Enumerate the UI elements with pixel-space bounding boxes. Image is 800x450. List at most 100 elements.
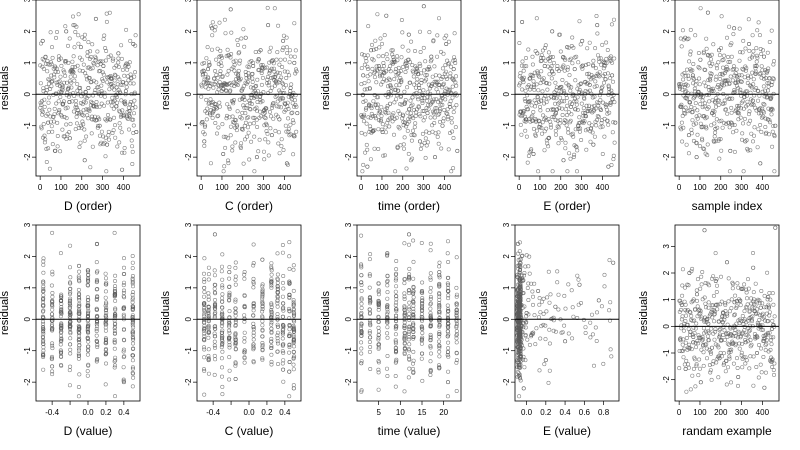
scatter-point bbox=[567, 84, 572, 89]
scatter-point bbox=[407, 348, 412, 353]
scatter-point bbox=[588, 320, 593, 325]
scatter-point bbox=[563, 57, 568, 62]
scatter-point bbox=[377, 74, 382, 79]
scatter-point bbox=[526, 264, 531, 269]
scatter-point bbox=[571, 134, 576, 139]
scatter-point bbox=[121, 327, 126, 332]
scatter-point bbox=[112, 78, 117, 83]
scatter-point bbox=[450, 95, 455, 100]
scatter-point bbox=[384, 111, 389, 116]
scatter-point bbox=[687, 345, 692, 350]
scatter-point bbox=[761, 54, 766, 59]
scatter-point bbox=[420, 335, 425, 340]
scatter-point bbox=[736, 105, 741, 110]
scatter-point bbox=[277, 151, 282, 156]
scatter-point bbox=[361, 119, 366, 124]
scatter-point bbox=[221, 169, 226, 174]
scatter-point bbox=[378, 36, 383, 41]
scatter-point bbox=[75, 121, 80, 126]
scatter-point bbox=[256, 149, 261, 154]
scatter-point bbox=[44, 160, 49, 165]
scatter-point bbox=[760, 89, 765, 94]
scatter-point bbox=[227, 345, 232, 350]
scatter-point bbox=[696, 333, 701, 338]
scatter-point bbox=[702, 295, 707, 300]
scatter-point bbox=[368, 252, 373, 257]
scatter-point bbox=[704, 92, 709, 97]
scatter-point bbox=[359, 273, 364, 278]
scatter-point bbox=[269, 317, 274, 322]
scatter-point bbox=[281, 38, 286, 43]
scatter-point bbox=[681, 355, 686, 360]
scatter-point bbox=[78, 89, 83, 94]
scatter-point bbox=[531, 79, 536, 84]
scatter-point bbox=[399, 55, 404, 60]
scatter-point bbox=[542, 148, 547, 153]
scatter-point bbox=[269, 264, 274, 269]
scatter-point bbox=[113, 278, 118, 283]
scatter-point bbox=[580, 38, 585, 43]
scatter-point bbox=[517, 276, 522, 281]
scatter-point bbox=[107, 137, 112, 142]
scatter-point bbox=[754, 364, 759, 369]
scatter-point bbox=[381, 64, 386, 69]
scatter-point bbox=[269, 66, 274, 71]
x-axis-label: C (value) bbox=[225, 424, 274, 438]
scatter-point bbox=[94, 333, 99, 338]
scatter-point bbox=[210, 33, 215, 38]
scatter-point bbox=[583, 89, 588, 94]
scatter-point bbox=[279, 75, 284, 80]
scatter-point bbox=[74, 105, 79, 110]
scatter-point bbox=[365, 67, 370, 72]
scatter-point bbox=[104, 300, 109, 305]
scatter-point bbox=[589, 104, 594, 109]
scatter-point bbox=[534, 101, 539, 106]
scatter-point bbox=[202, 139, 207, 144]
scatter-point bbox=[392, 77, 397, 82]
scatter-point bbox=[218, 72, 223, 77]
scatter-point bbox=[399, 79, 404, 84]
scatter-point bbox=[709, 276, 714, 281]
scatter-point bbox=[547, 59, 552, 64]
scatter-point bbox=[700, 269, 705, 274]
scatter-point bbox=[437, 311, 442, 316]
scatter-point bbox=[68, 309, 73, 314]
scatter-point bbox=[763, 125, 768, 130]
scatter-point bbox=[704, 342, 709, 347]
scatter-point bbox=[565, 103, 570, 108]
y-tick-label: -2 bbox=[23, 378, 32, 386]
scatter-point bbox=[428, 372, 433, 377]
scatter-point bbox=[684, 335, 689, 340]
scatter-point bbox=[212, 353, 217, 358]
scatter-point bbox=[697, 113, 702, 118]
scatter-point bbox=[212, 290, 217, 295]
scatter-point bbox=[718, 137, 723, 142]
scatter-point bbox=[251, 305, 256, 310]
scatter-point bbox=[418, 114, 423, 119]
scatter-point bbox=[277, 62, 282, 67]
scatter-point bbox=[258, 98, 263, 103]
scatter-point bbox=[103, 117, 108, 122]
scatter-point bbox=[396, 65, 401, 70]
scatter-point bbox=[379, 105, 384, 110]
y-tick-label: -2 bbox=[344, 153, 353, 161]
scatter-point bbox=[707, 99, 712, 104]
scatter-point bbox=[707, 88, 712, 93]
scatter-point bbox=[359, 262, 364, 267]
scatter-point bbox=[260, 323, 265, 328]
scatter-point bbox=[420, 109, 425, 114]
scatter-point bbox=[771, 77, 776, 82]
scatter-point bbox=[388, 69, 393, 74]
scatter-point bbox=[85, 53, 90, 58]
scatter-point bbox=[199, 82, 204, 87]
scatter-point bbox=[393, 339, 398, 344]
scatter-point bbox=[40, 112, 45, 117]
scatter-point bbox=[701, 350, 706, 355]
scatter-point bbox=[739, 73, 744, 78]
scatter-point bbox=[553, 111, 558, 116]
scatter-point bbox=[294, 69, 299, 74]
scatter-point bbox=[73, 65, 78, 70]
scatter-point bbox=[590, 130, 595, 135]
scatter-point bbox=[130, 292, 135, 297]
